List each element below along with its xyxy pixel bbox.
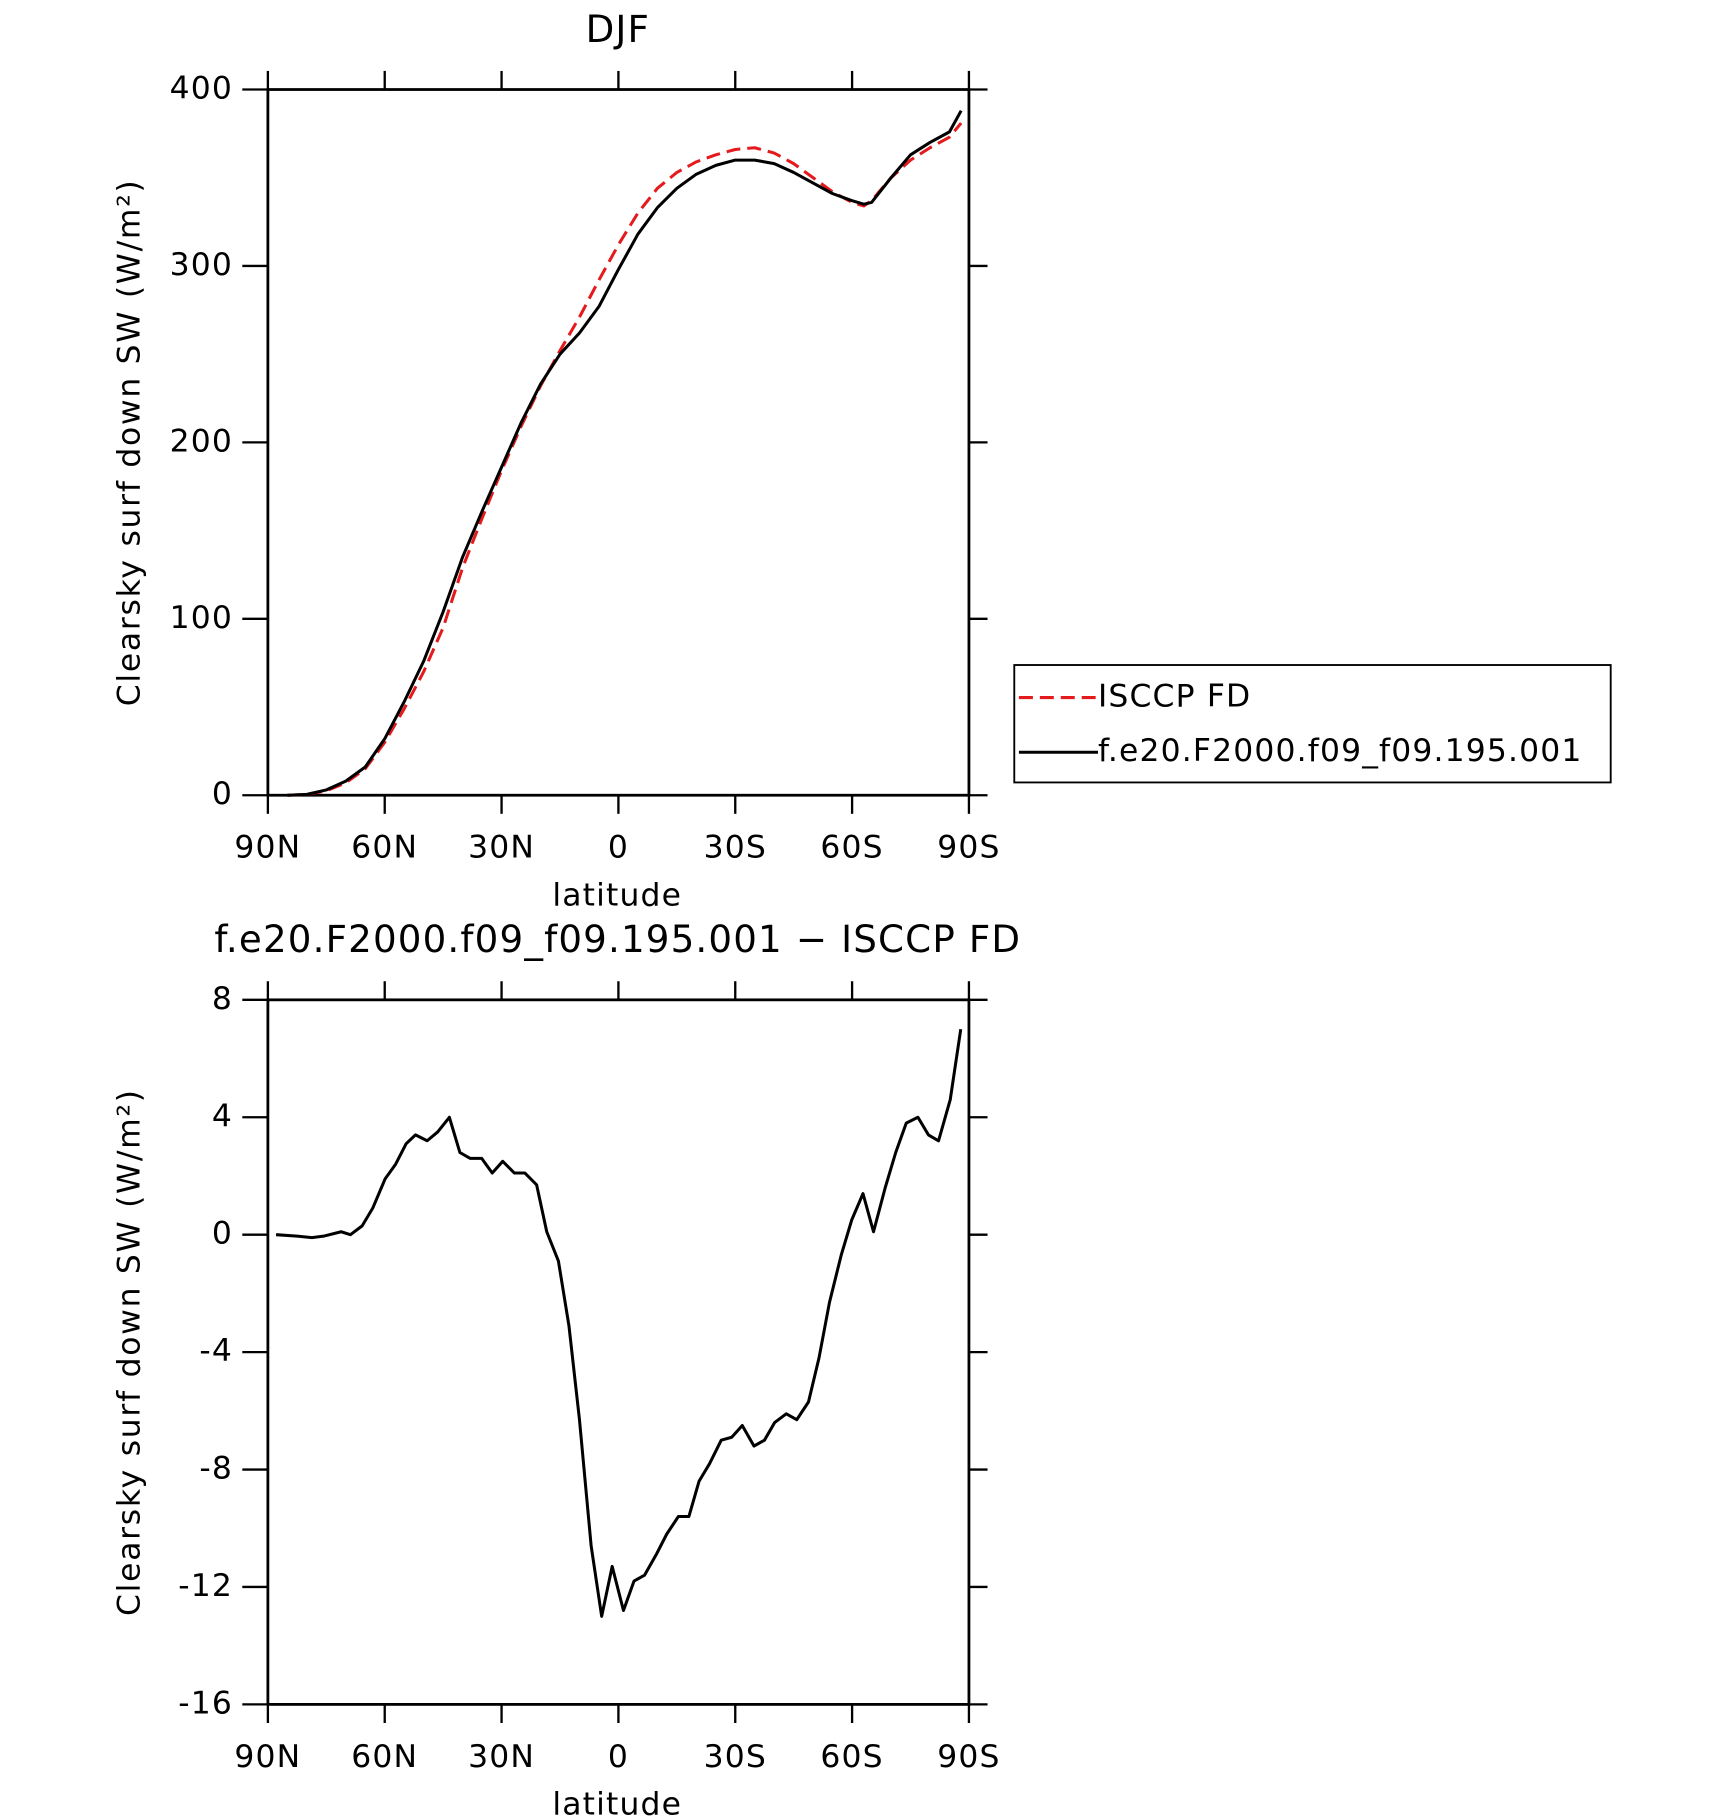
x-tick-label: 90S [937, 1739, 1000, 1775]
legend-box [1013, 664, 1612, 784]
y-tick-label: -4 [199, 1333, 233, 1369]
x-axis-label: latitude [552, 1787, 682, 1816]
x-tick-label: 90S [937, 830, 1000, 866]
x-tick-label: 60S [820, 830, 883, 866]
y-tick-label: 4 [212, 1098, 233, 1134]
y-tick-label: -16 [178, 1685, 233, 1721]
y-axis-label: Clearsky surf down SW (W/m²) [112, 1088, 148, 1616]
y-tick-label: -12 [178, 1568, 233, 1604]
chart-title: f.e20.F2000.f09_f09.195.001 − ISCCP FD [214, 917, 1021, 961]
y-axis-label: Clearsky surf down SW (W/m²) [112, 179, 148, 707]
x-tick-label: 30N [468, 830, 535, 866]
x-tick-label: 30N [468, 1739, 535, 1775]
y-tick-label: 0 [212, 776, 233, 812]
y-tick-label: 200 [170, 423, 233, 459]
x-tick-label: 60N [351, 1739, 418, 1775]
x-tick-label: 0 [608, 1739, 629, 1775]
plot-frame [266, 998, 971, 1706]
y-tick-label: 8 [212, 981, 233, 1017]
legend-label: f.e20.F2000.f09_f09.195.001 [1098, 733, 1583, 769]
legend-label: ISCCP FD [1098, 679, 1251, 715]
data-line [287, 109, 963, 797]
y-tick-label: 0 [212, 1216, 233, 1252]
plot-frame [266, 88, 971, 797]
x-tick-label: 30S [704, 830, 767, 866]
x-tick-label: 90N [234, 1739, 301, 1775]
x-tick-label: 30S [704, 1739, 767, 1775]
y-tick-label: 400 [170, 71, 233, 107]
y-tick-label: -8 [199, 1451, 233, 1487]
chart-title: DJF [586, 7, 650, 51]
data-line [275, 1028, 963, 1618]
x-tick-label: 60N [351, 830, 418, 866]
x-tick-label: 90N [234, 830, 301, 866]
x-tick-label: 0 [608, 830, 629, 866]
x-tick-label: 60S [820, 1739, 883, 1775]
x-axis-label: latitude [552, 877, 682, 913]
data-line [287, 122, 963, 797]
y-tick-label: 100 [170, 600, 233, 636]
y-tick-label: 300 [170, 247, 233, 283]
